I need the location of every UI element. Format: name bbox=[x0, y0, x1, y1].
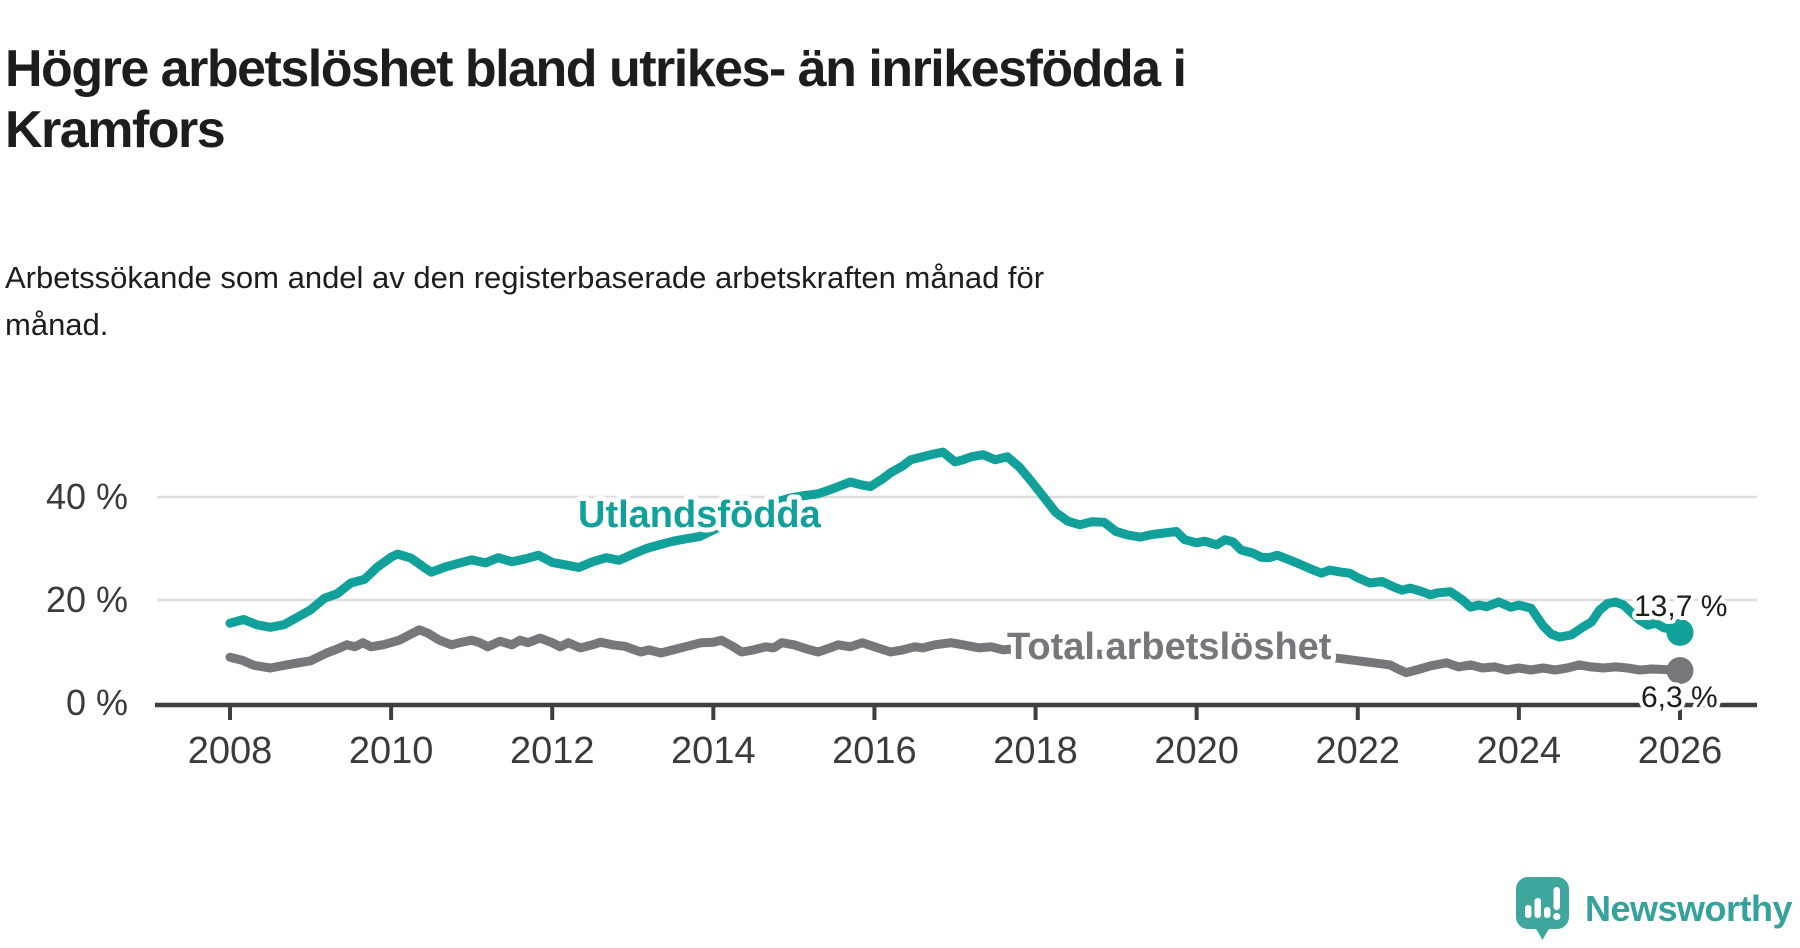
x-tick-label-2010: 2010 bbox=[349, 730, 434, 772]
x-tick-label-2012: 2012 bbox=[510, 730, 595, 772]
end-value-label-0: 13,7 % bbox=[1634, 590, 1727, 623]
page-subtitle: Arbetssökande som andel av den registerb… bbox=[5, 260, 1045, 342]
series-label-1: Total arbetslöshet bbox=[1007, 626, 1332, 668]
y-tick-label-20: 20 % bbox=[46, 579, 128, 620]
series-line-0 bbox=[225, 447, 1685, 642]
labels-group: Utlandsfödda Total arbetslöshet 13,7 % 6,3 … bbox=[573, 489, 1731, 718]
newsworthy-logo[interactable]: Newsworthy bbox=[1515, 876, 1793, 942]
series-endpoint-1 bbox=[1666, 657, 1694, 685]
x-tick-label-2026: 2026 bbox=[1638, 730, 1723, 772]
end-value-label-1: 6,3 % bbox=[1641, 681, 1718, 714]
series-line-1 bbox=[225, 625, 1685, 678]
y-tick-label-0: 0 % bbox=[66, 682, 128, 723]
series-endpoint-0 bbox=[1666, 618, 1694, 646]
x-tick-label-2008: 2008 bbox=[188, 730, 273, 772]
newsworthy-logo-text: Newsworthy bbox=[1584, 888, 1793, 929]
series-lines-group bbox=[225, 447, 1694, 685]
y-tick-label-40: 40 % bbox=[46, 476, 128, 517]
gridlines-group: 0 % 20 % 40 % bbox=[46, 476, 1757, 723]
page-title: Högre arbetslöshet bland utrikes- än inr… bbox=[5, 39, 1187, 160]
x-axis-group: 2008 2010 2012 2014 2016 2018 2020 2022 2024 2026 bbox=[155, 702, 1757, 772]
series-label-0: Utlandsfödda bbox=[578, 494, 822, 536]
x-tick-label-2014: 2014 bbox=[671, 730, 756, 772]
x-tick-label-2018: 2018 bbox=[993, 730, 1078, 772]
x-tick-label-2022: 2022 bbox=[1315, 730, 1400, 772]
newsworthy-bubble-chart-icon bbox=[1515, 877, 1569, 940]
x-tick-label-2024: 2024 bbox=[1477, 730, 1562, 772]
x-tick-label-2020: 2020 bbox=[1154, 730, 1239, 772]
x-tick-label-2016: 2016 bbox=[832, 730, 917, 772]
